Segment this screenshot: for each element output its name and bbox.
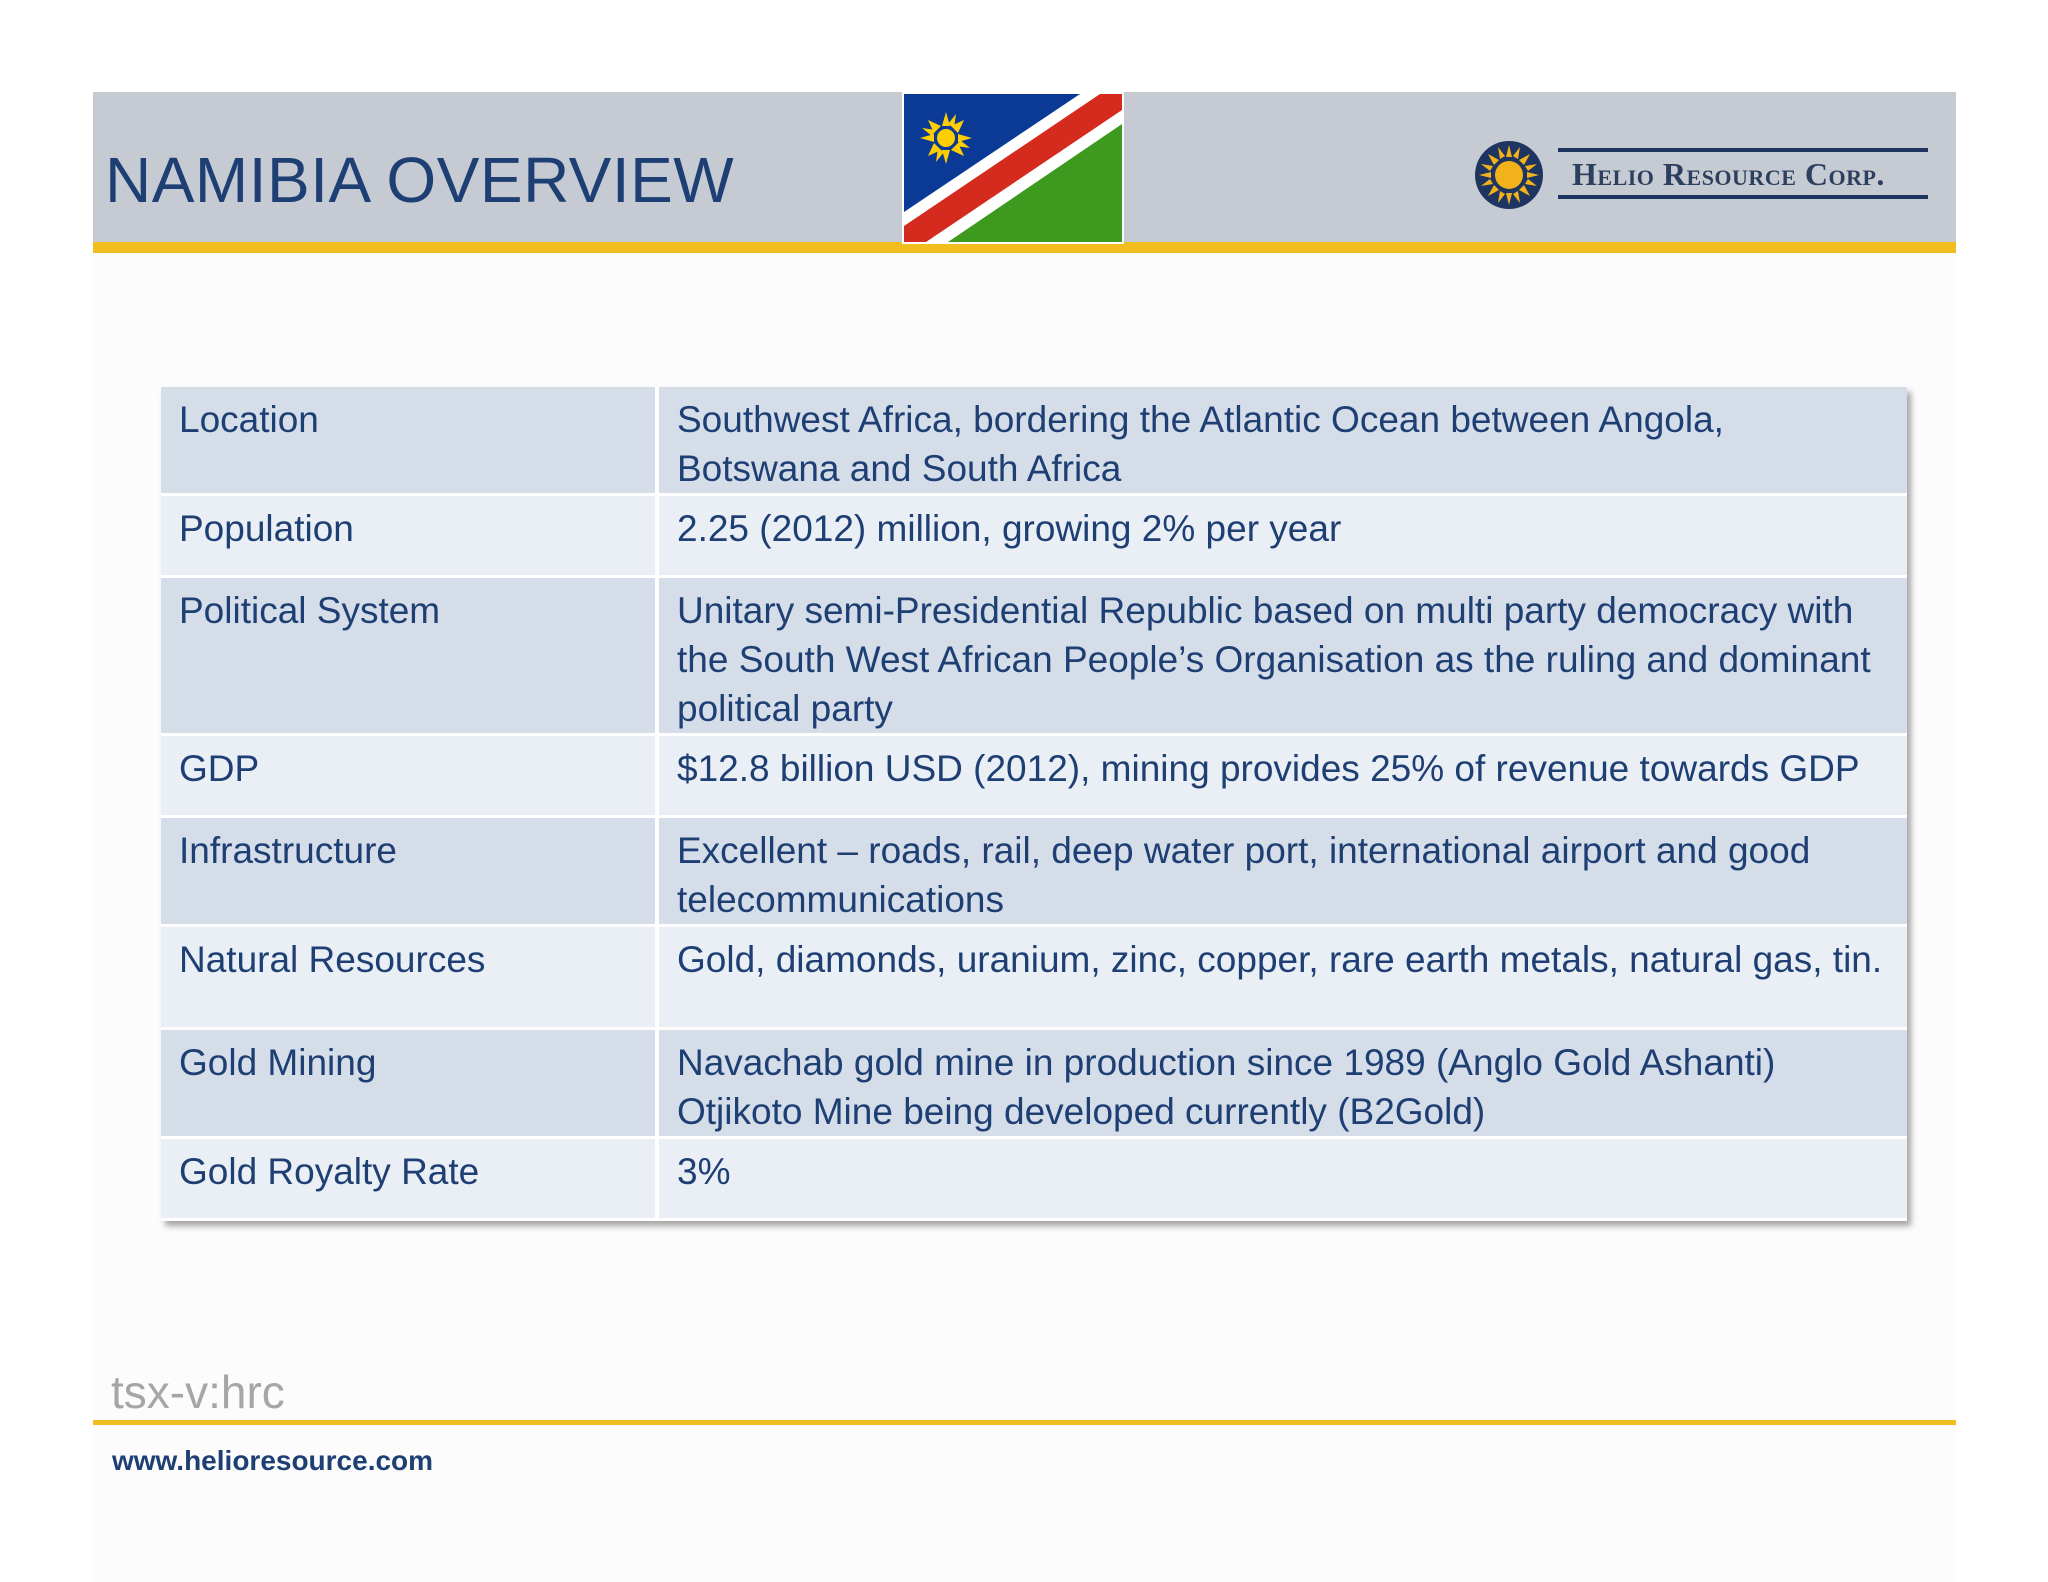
row-label: Gold Mining bbox=[161, 1028, 659, 1139]
row-value: Gold, diamonds, uranium, zinc, copper, r… bbox=[657, 925, 1907, 1030]
row-label: Population bbox=[161, 494, 659, 578]
table-row: Location Southwest Africa, bordering the… bbox=[161, 387, 1907, 496]
table-row: Infrastructure Excellent – roads, rail, … bbox=[161, 816, 1907, 927]
row-value: Excellent – roads, rail, deep water port… bbox=[657, 816, 1907, 927]
row-label: Political System bbox=[161, 576, 659, 736]
row-value: Unitary semi-Presidential Republic based… bbox=[657, 576, 1907, 736]
row-label: Infrastructure bbox=[161, 816, 659, 927]
website-url: www.helioresource.com bbox=[112, 1445, 434, 1476]
sun-logo-icon bbox=[1475, 141, 1543, 209]
table-row: Gold Royalty Rate 3% bbox=[161, 1137, 1907, 1221]
header-accent-rule bbox=[93, 242, 1956, 253]
ticker-symbol: tsx-v:hrc bbox=[111, 1366, 285, 1418]
table-row: Population 2.25 (2012) million, growing … bbox=[161, 494, 1907, 578]
table-row: Natural Resources Gold, diamonds, uraniu… bbox=[161, 925, 1907, 1030]
overview-table: Location Southwest Africa, bordering the… bbox=[161, 387, 1907, 1221]
row-value: 3% bbox=[657, 1137, 1907, 1221]
row-value: 2.25 (2012) million, growing 2% per year bbox=[657, 494, 1907, 578]
logo-wordmark: Helio Resource Corp. bbox=[1572, 156, 1885, 192]
row-label: GDP bbox=[161, 734, 659, 818]
row-label: Location bbox=[161, 387, 659, 496]
row-value: $12.8 billion USD (2012), mining provide… bbox=[657, 734, 1907, 818]
row-value: Navachab gold mine in production since 1… bbox=[657, 1028, 1907, 1139]
row-label: Natural Resources bbox=[161, 925, 659, 1030]
helio-logo bbox=[1475, 141, 1928, 209]
row-label: Gold Royalty Rate bbox=[161, 1137, 659, 1221]
table-row: Political System Unitary semi-Presidenti… bbox=[161, 576, 1907, 736]
table-row: Gold Mining Navachab gold mine in produc… bbox=[161, 1028, 1907, 1139]
row-value: Southwest Africa, bordering the Atlantic… bbox=[657, 387, 1907, 496]
table-row: GDP $12.8 billion USD (2012), mining pro… bbox=[161, 734, 1907, 818]
footer-accent-rule bbox=[93, 1420, 1956, 1425]
page-title: NAMIBIA OVERVIEW bbox=[105, 144, 735, 216]
namibia-flag-icon bbox=[904, 94, 1122, 242]
